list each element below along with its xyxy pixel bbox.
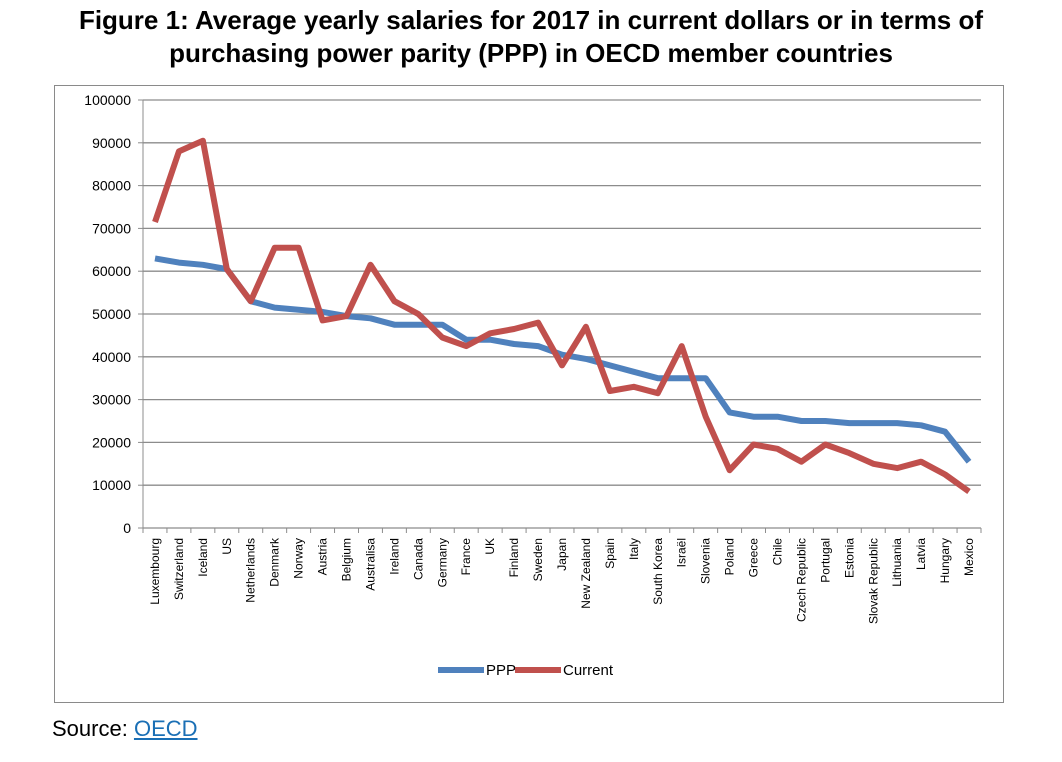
x-category-label: Austria bbox=[316, 538, 330, 576]
legend-label-ppp: PPP bbox=[486, 662, 516, 679]
x-category-label: Ireland bbox=[387, 538, 401, 575]
y-tick-label: 60000 bbox=[92, 263, 131, 279]
series-lines bbox=[152, 137, 972, 495]
source-label: Source: bbox=[52, 716, 128, 741]
x-category-label: US bbox=[220, 538, 234, 555]
x-category-label: Greece bbox=[747, 538, 761, 578]
chart-frame: 0 10000 20000 30000 40000 50000 60000 70000 8000… bbox=[54, 85, 1004, 703]
x-category-label: Chile bbox=[770, 538, 784, 566]
y-tick-label: 40000 bbox=[92, 349, 131, 365]
x-category-label: Denmark bbox=[268, 537, 282, 587]
x-category-label: Slovak Republic bbox=[866, 538, 880, 624]
x-category-label: Estonia bbox=[842, 538, 856, 578]
x-category-label: Latvia bbox=[914, 538, 928, 570]
x-category-label: Lithuania bbox=[890, 538, 904, 587]
y-tick-label: 80000 bbox=[92, 178, 131, 194]
source-link[interactable]: OECD bbox=[133, 716, 198, 741]
x-category-label: Israël bbox=[675, 538, 689, 567]
y-tick-label: 0 bbox=[123, 520, 131, 536]
x-category-label: Hungary bbox=[938, 538, 952, 583]
x-category-label: Australisa bbox=[363, 538, 377, 591]
x-category-label: Sweden bbox=[531, 538, 545, 581]
x-category-label: Czech Republic bbox=[794, 538, 808, 622]
y-tick-label: 100000 bbox=[84, 92, 131, 108]
x-category-label: New Zealand bbox=[579, 538, 593, 609]
x-category-label: France bbox=[459, 538, 473, 576]
legend: PPP Current bbox=[438, 662, 614, 679]
gridlines bbox=[143, 99, 981, 529]
x-category-label: Japan bbox=[555, 538, 569, 571]
x-category-label: Luxembourg bbox=[148, 538, 162, 605]
x-category-label: Germany bbox=[435, 538, 449, 587]
x-axis: Luxembourg Switzerland Iceland US Netherland… bbox=[142, 527, 982, 624]
x-category-label: Mexico bbox=[962, 538, 976, 576]
x-category-label: Iceland bbox=[196, 538, 210, 577]
x-category-label: Italy bbox=[627, 538, 641, 560]
x-category-label: Belgium bbox=[340, 538, 354, 581]
y-tick-label: 50000 bbox=[92, 306, 131, 322]
y-tick-label: 10000 bbox=[92, 477, 131, 493]
x-category-label: Spain bbox=[603, 538, 617, 569]
x-category-label: Slovenia bbox=[699, 538, 713, 584]
x-category-label: Netherlands bbox=[244, 538, 258, 603]
y-tick-label: 70000 bbox=[92, 220, 131, 236]
x-category-label: UK bbox=[483, 538, 497, 555]
source-note: Source: OECD bbox=[52, 716, 198, 742]
chart-title: Figure 1: Average yearly salaries for 20… bbox=[0, 4, 1062, 70]
series-line-ppp bbox=[154, 255, 972, 464]
x-category-label: Norway bbox=[292, 538, 306, 579]
x-category-label: Switzerland bbox=[172, 538, 186, 600]
chart-title-line-1: Figure 1: Average yearly salaries for 20… bbox=[78, 5, 984, 35]
x-category-label: South Korea bbox=[651, 538, 665, 605]
legend-label-current: Current bbox=[563, 662, 614, 679]
x-category-label: Poland bbox=[723, 538, 737, 575]
x-category-label: Finland bbox=[507, 538, 521, 577]
x-category-label: Canada bbox=[411, 538, 425, 580]
y-axis: 0 10000 20000 30000 40000 50000 60000 70000 8000… bbox=[84, 92, 144, 536]
line-chart: 0 10000 20000 30000 40000 50000 60000 70000 8000… bbox=[84, 92, 982, 679]
chart-title-line-2: purchasing power parity (PPP) in OECD me… bbox=[169, 38, 893, 68]
y-tick-label: 20000 bbox=[92, 434, 131, 450]
y-tick-label: 30000 bbox=[92, 392, 131, 408]
x-category-label: Portugal bbox=[818, 538, 832, 583]
series-line-current bbox=[152, 137, 971, 495]
y-tick-label: 90000 bbox=[92, 135, 131, 151]
